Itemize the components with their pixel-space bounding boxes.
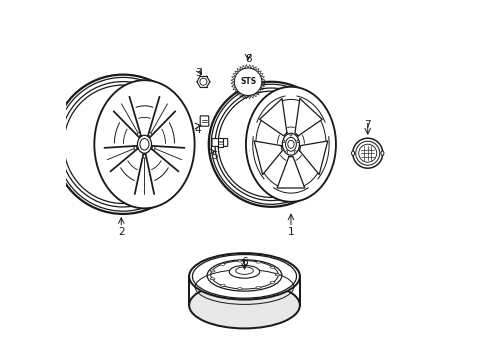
Ellipse shape [289,134,291,136]
Ellipse shape [189,282,299,328]
Circle shape [352,138,382,168]
Ellipse shape [255,261,260,263]
Text: 7: 7 [364,120,370,130]
Text: 2: 2 [118,227,124,237]
Ellipse shape [294,151,296,153]
Text: 5: 5 [210,151,217,161]
FancyBboxPatch shape [212,139,227,147]
Text: 1: 1 [287,227,294,237]
Ellipse shape [282,140,285,143]
Ellipse shape [210,278,215,280]
Ellipse shape [210,270,215,272]
Text: 8: 8 [244,54,251,64]
Circle shape [234,68,261,95]
Ellipse shape [220,263,224,265]
Ellipse shape [148,133,151,136]
FancyBboxPatch shape [200,116,208,126]
Ellipse shape [207,260,281,291]
Ellipse shape [137,135,151,153]
Ellipse shape [255,287,260,288]
Ellipse shape [134,146,137,150]
Ellipse shape [220,284,224,286]
Ellipse shape [285,151,287,153]
Ellipse shape [269,282,274,283]
Ellipse shape [229,265,259,278]
Ellipse shape [285,138,296,151]
Text: 4: 4 [194,125,201,135]
Ellipse shape [137,133,140,136]
Ellipse shape [237,288,242,289]
Ellipse shape [296,140,298,143]
Text: 3: 3 [194,68,201,78]
Ellipse shape [351,151,354,156]
Ellipse shape [143,155,145,158]
Ellipse shape [282,133,299,155]
Ellipse shape [269,266,274,268]
Ellipse shape [94,80,194,208]
Ellipse shape [275,274,280,276]
Ellipse shape [189,253,299,300]
Text: STS: STS [240,77,256,86]
Ellipse shape [237,260,242,262]
Text: 6: 6 [241,257,247,267]
Ellipse shape [380,151,383,156]
Ellipse shape [245,87,335,202]
FancyBboxPatch shape [217,138,222,147]
Ellipse shape [152,146,155,150]
